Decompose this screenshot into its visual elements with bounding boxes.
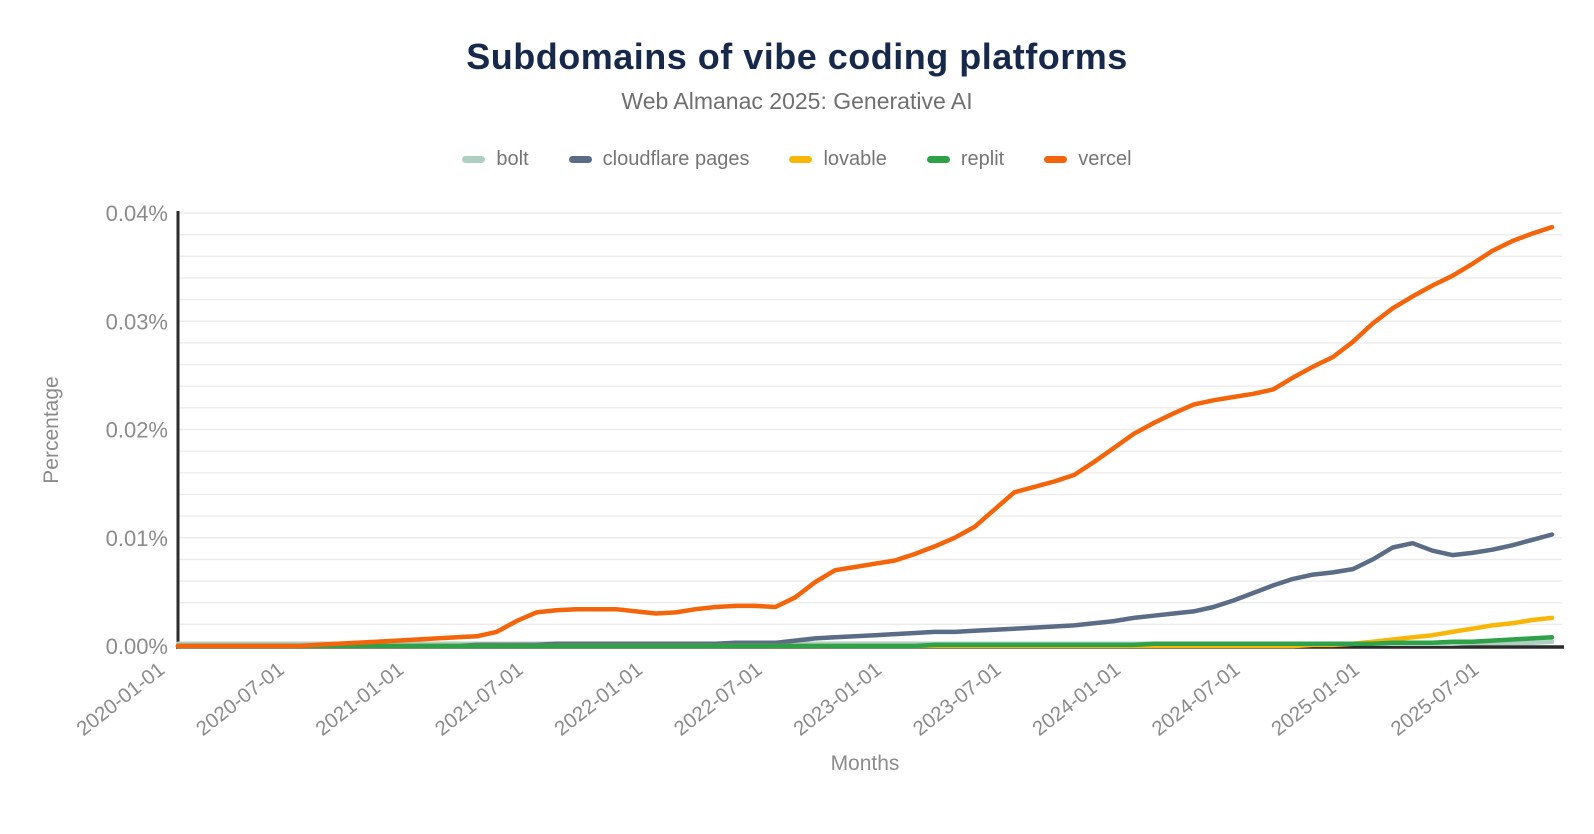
x-axis-title: Months: [830, 752, 900, 775]
chart-title: Subdomains of vibe coding platforms: [466, 36, 1128, 77]
series-line-cloudflare-pages: [175, 532, 1555, 649]
series-line-replit: [175, 635, 1555, 649]
legend-item-replit: replit: [926, 148, 1005, 171]
chart-subtitle: Web Almanac 2025: Generative AI: [621, 88, 973, 114]
legend-swatch-lovable: [789, 156, 813, 163]
legend-label: lovable: [823, 148, 887, 170]
x-tick-label: 2024-01-01: [1028, 658, 1125, 741]
x-tick-label: 2025-07-01: [1387, 658, 1484, 741]
legend-item-lovable: lovable: [789, 148, 887, 171]
x-tick-label: 2023-07-01: [909, 658, 1006, 741]
legend-swatch-vercel: [1044, 156, 1068, 163]
y-tick-label: 0.00%: [106, 634, 168, 659]
legend-label: vercel: [1078, 148, 1132, 170]
x-tick-label: 2021-01-01: [311, 658, 408, 741]
legend-label: replit: [960, 148, 1005, 170]
y-tick-label: 0.01%: [106, 526, 168, 551]
series-line-vercel: [175, 224, 1555, 649]
x-tick-label: 2022-07-01: [670, 658, 767, 741]
x-tick-label: 2024-07-01: [1148, 658, 1245, 741]
y-axis-title: Percentage: [40, 376, 63, 484]
legend-item-vercel: vercel: [1044, 148, 1132, 171]
legend: bolt cloudflare pages lovable replit vercel: [0, 148, 1594, 171]
y-tick-label: 0.04%: [106, 201, 168, 226]
x-tick-label: 2025-01-01: [1267, 658, 1364, 741]
x-tick-label: 2020-07-01: [192, 658, 289, 741]
legend-swatch-replit: [926, 156, 950, 163]
x-tick-label: 2020-01-01: [72, 658, 169, 741]
x-tick-label: 2023-01-01: [789, 658, 886, 741]
y-tick-label: 0.03%: [106, 309, 168, 334]
legend-item-cloudflare-pages: cloudflare pages: [568, 148, 750, 171]
legend-label: bolt: [496, 148, 529, 170]
legend-swatch-bolt: [462, 156, 486, 163]
x-tick-label: 2021-07-01: [431, 658, 528, 741]
x-tick-label: 2022-01-01: [550, 658, 647, 741]
legend-label: cloudflare pages: [602, 148, 750, 170]
legend-swatch-cloudflare-pages: [568, 156, 592, 163]
legend-item-bolt: bolt: [462, 148, 529, 171]
y-tick-label: 0.02%: [106, 418, 168, 443]
